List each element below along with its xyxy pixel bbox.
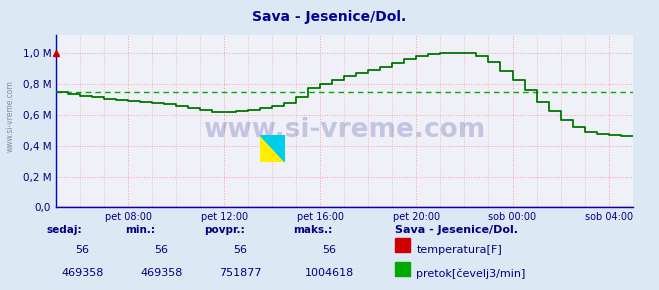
Text: 469358: 469358: [61, 268, 103, 278]
Text: maks.:: maks.:: [293, 225, 333, 235]
Text: min.:: min.:: [125, 225, 156, 235]
Text: pretok[čevelj3/min]: pretok[čevelj3/min]: [416, 268, 526, 279]
Text: www.si-vreme.com: www.si-vreme.com: [203, 117, 486, 143]
Text: Sava - Jesenice/Dol.: Sava - Jesenice/Dol.: [252, 10, 407, 24]
Polygon shape: [260, 135, 285, 162]
Text: 56: 56: [322, 245, 337, 255]
Text: 56: 56: [75, 245, 90, 255]
Text: povpr.:: povpr.:: [204, 225, 245, 235]
Text: Sava - Jesenice/Dol.: Sava - Jesenice/Dol.: [395, 225, 519, 235]
Text: www.si-vreme.com: www.si-vreme.com: [5, 80, 14, 152]
Text: temperatura[F]: temperatura[F]: [416, 245, 502, 255]
Text: 751877: 751877: [219, 268, 262, 278]
Text: 1004618: 1004618: [305, 268, 354, 278]
Text: 56: 56: [154, 245, 169, 255]
Text: sedaj:: sedaj:: [46, 225, 82, 235]
Text: 469358: 469358: [140, 268, 183, 278]
Polygon shape: [260, 135, 285, 162]
Text: 56: 56: [233, 245, 248, 255]
